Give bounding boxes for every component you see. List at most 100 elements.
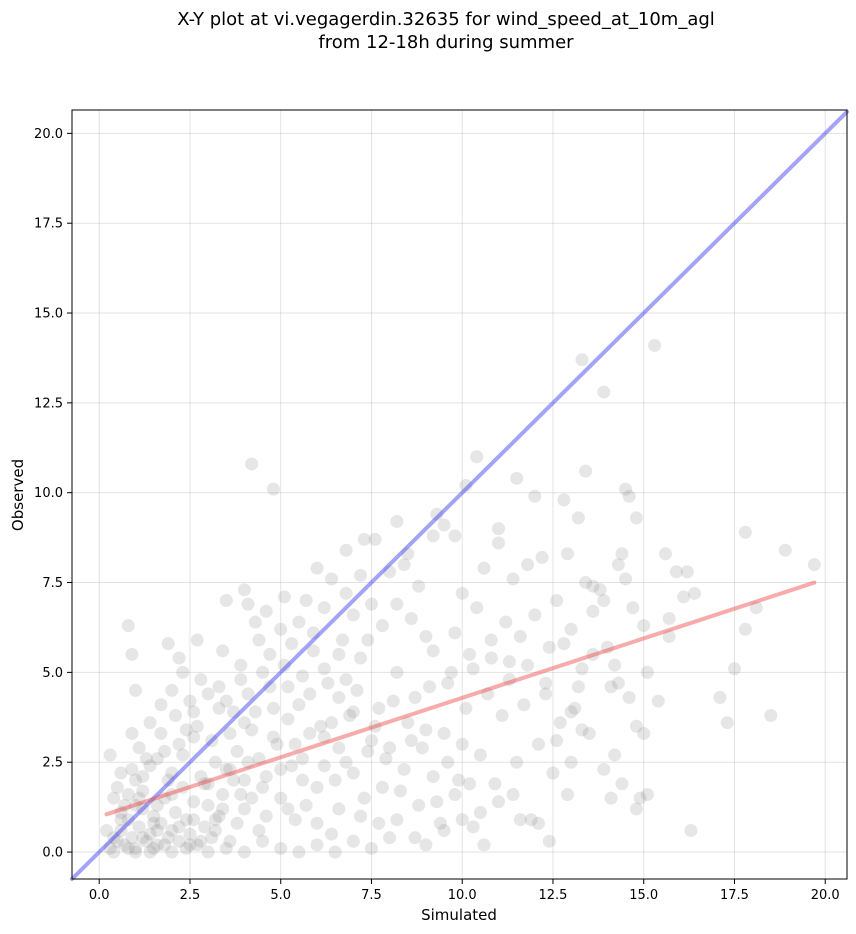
- data-point: [183, 694, 197, 708]
- data-point: [241, 755, 255, 769]
- data-point: [114, 806, 128, 820]
- data-point: [230, 816, 244, 830]
- data-point: [397, 558, 411, 572]
- data-point: [433, 816, 447, 830]
- data-point: [477, 561, 491, 575]
- x-tick-label: 17.5: [720, 888, 749, 903]
- data-point: [292, 698, 306, 712]
- data-point: [259, 809, 273, 823]
- data-point: [633, 791, 647, 805]
- data-point: [586, 604, 600, 618]
- data-point: [713, 691, 727, 705]
- data-point: [168, 708, 182, 722]
- data-point: [107, 845, 121, 859]
- chart-title-line-2: from 12-18h during summer: [318, 32, 574, 53]
- data-point: [132, 791, 146, 805]
- data-point: [455, 586, 469, 600]
- data-point: [292, 845, 306, 859]
- data-point: [383, 831, 397, 845]
- data-point: [230, 744, 244, 758]
- data-point: [165, 683, 179, 697]
- data-point: [560, 788, 574, 802]
- data-point: [339, 543, 353, 557]
- data-point: [560, 547, 574, 561]
- data-point: [448, 788, 462, 802]
- data-point: [430, 507, 444, 521]
- data-point: [579, 464, 593, 478]
- x-tick-label: 0.0: [89, 888, 110, 903]
- x-axis-label: Simulated: [421, 906, 497, 924]
- data-point: [579, 576, 593, 590]
- data-point: [201, 777, 215, 791]
- data-point: [423, 680, 437, 694]
- data-point: [161, 773, 175, 787]
- data-point: [328, 773, 342, 787]
- data-point: [430, 795, 444, 809]
- data-point: [542, 640, 556, 654]
- data-point: [807, 558, 821, 572]
- data-point: [139, 834, 153, 848]
- data-point: [212, 680, 226, 694]
- data-point: [535, 550, 549, 564]
- data-point: [361, 633, 375, 647]
- data-point: [401, 547, 415, 561]
- data-point: [194, 770, 208, 784]
- data-point: [426, 644, 440, 658]
- data-point: [364, 734, 378, 748]
- data-point: [473, 748, 487, 762]
- data-point: [121, 788, 135, 802]
- x-tick-label: 2.5: [180, 888, 201, 903]
- data-point: [640, 665, 654, 679]
- data-point: [343, 708, 357, 722]
- data-point: [328, 845, 342, 859]
- data-point: [168, 806, 182, 820]
- data-point: [379, 752, 393, 766]
- data-point: [110, 780, 124, 794]
- data-point: [339, 586, 353, 600]
- data-point: [575, 723, 589, 737]
- data-point: [368, 532, 382, 546]
- data-point: [241, 687, 255, 701]
- data-point: [158, 791, 172, 805]
- identity-line: [70, 109, 849, 881]
- data-point: [662, 611, 676, 625]
- data-point: [245, 723, 259, 737]
- data-point: [531, 816, 545, 830]
- data-point: [219, 841, 233, 855]
- data-point: [455, 737, 469, 751]
- data-point: [136, 802, 150, 816]
- data-point: [615, 777, 629, 791]
- data-point: [513, 813, 527, 827]
- data-point: [619, 482, 633, 496]
- data-point: [586, 579, 600, 593]
- data-point: [310, 561, 324, 575]
- data-point: [103, 748, 117, 762]
- data-point: [492, 795, 506, 809]
- data-point: [484, 633, 498, 647]
- data-point: [172, 737, 186, 751]
- data-point: [263, 647, 277, 661]
- data-point: [332, 802, 346, 816]
- data-point: [219, 694, 233, 708]
- scatter-points: [99, 338, 821, 859]
- data-point: [107, 831, 121, 845]
- data-point: [270, 737, 284, 751]
- data-point: [444, 665, 458, 679]
- data-point: [553, 716, 567, 730]
- data-point: [183, 827, 197, 841]
- data-point: [575, 353, 589, 367]
- data-point: [354, 651, 368, 665]
- data-point: [546, 766, 560, 780]
- data-point: [154, 816, 168, 830]
- data-point: [521, 558, 535, 572]
- data-point: [510, 471, 524, 485]
- data-point: [564, 622, 578, 636]
- data-point: [190, 719, 204, 733]
- data-point: [615, 547, 629, 561]
- data-point: [321, 676, 335, 690]
- data-point: [513, 629, 527, 643]
- data-point: [492, 522, 506, 536]
- data-point: [147, 841, 161, 855]
- data-point: [448, 529, 462, 543]
- data-point: [114, 766, 128, 780]
